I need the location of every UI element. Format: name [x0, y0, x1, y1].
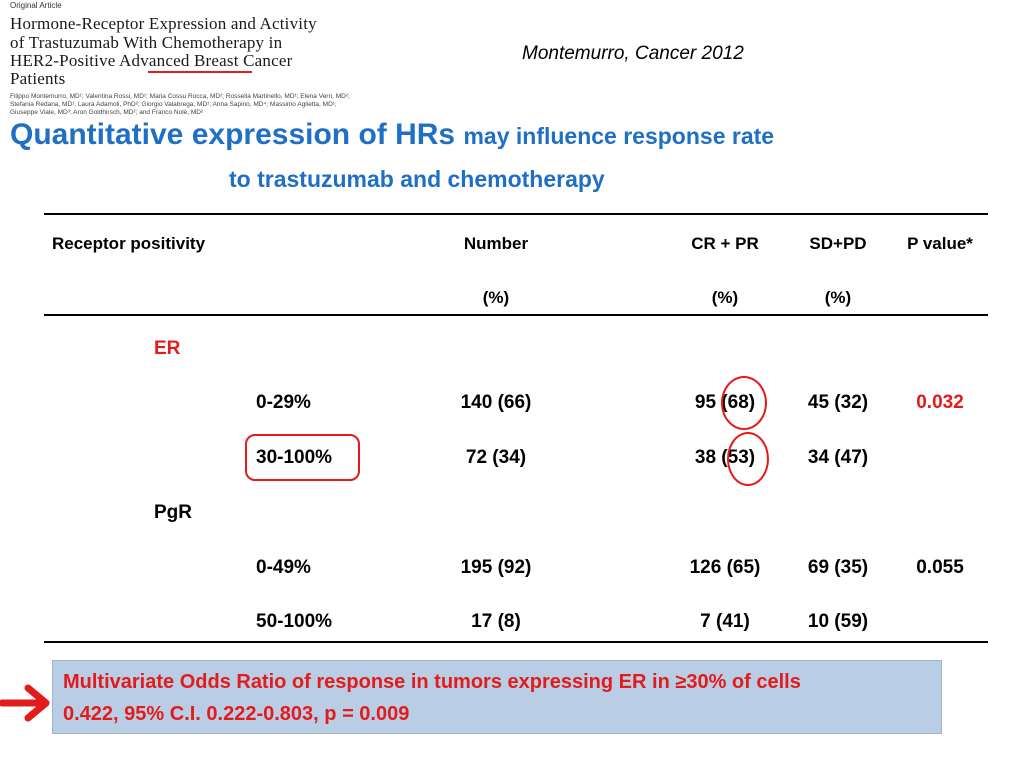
table-row-range: 0-29% [256, 392, 311, 413]
arrow-right-icon [0, 684, 50, 722]
heading-second-line: to trastuzumab and chemotherapy [229, 166, 605, 192]
article-label: Original Article [10, 1, 62, 10]
slide-heading: Quantitative expression of HRs may influ… [10, 118, 774, 152]
header-sd-pd: SD+PD [809, 234, 867, 253]
highlight-circle-er-low [721, 376, 767, 430]
article-title-line: HER2-Positive Advanced Breast Cancer [10, 51, 293, 70]
author-line: Stefania Redana, MD¹; Laura Adamoli, PhD… [10, 101, 337, 108]
header-cr-pr: CR + PR [691, 234, 759, 253]
table-row-p-value: 0.055 [916, 557, 964, 578]
unit-cr-pr: (%) [711, 288, 739, 307]
table-bottom-rule [44, 641, 988, 643]
table-header-rule [44, 314, 988, 316]
table-row-range: 0-49% [256, 557, 311, 578]
article-title-line: of Trastuzumab With Chemotherapy in [10, 33, 283, 52]
table-top-rule [44, 213, 988, 215]
highlight-circle-er-high [727, 432, 769, 486]
advanced-underline [148, 71, 252, 73]
table-row-p-value: 0.032 [916, 392, 964, 413]
table-row-cr-pr: 126 (65) [689, 557, 761, 578]
highlight-box-er-high-range [245, 434, 360, 481]
article-title-line: Patients [10, 69, 66, 88]
table-row-number: 17 (8) [471, 611, 521, 632]
odds-ratio-note-box [52, 660, 942, 734]
note-line: 0.422, 95% C.I. 0.222-0.803, p = 0.009 [63, 703, 410, 725]
group-label-pgr: PgR [154, 502, 192, 523]
author-line: Filippo Montemurro, MD¹; Valentina Rossi… [10, 93, 350, 100]
unit-sd-pd: (%) [824, 288, 852, 307]
table-row-sd-pd: 69 (35) [807, 557, 869, 578]
table-row-range: 30-100% [256, 447, 333, 468]
table-row-number: 195 (92) [460, 557, 532, 578]
table-row-sd-pd: 10 (59) [807, 611, 869, 632]
header-receptor-positivity: Receptor positivity [52, 234, 206, 253]
table-row-number: 140 (66) [460, 392, 532, 413]
header-p-value: P value* [907, 234, 973, 253]
header-number: Number [463, 234, 529, 253]
note-line: Multivariate Odds Ratio of response in t… [63, 671, 801, 693]
article-title-line: Hormone-Receptor Expression and Activity [10, 14, 317, 33]
citation: Montemurro, Cancer 2012 [522, 43, 744, 64]
table-row-cr-pr: 7 (41) [700, 611, 750, 632]
heading-small-part: may influence response rate [463, 123, 775, 149]
author-line: Giuseppe Viale, MD³; Aron Goldhirsch, MD… [10, 109, 204, 116]
table-row-sd-pd: 34 (47) [807, 447, 869, 468]
table-row-range: 50-100% [256, 611, 333, 632]
table-row-sd-pd: 45 (32) [807, 392, 869, 413]
group-label-er: ER [154, 338, 181, 359]
unit-number: (%) [482, 288, 510, 307]
heading-large-part: Quantitative expression of HRs [10, 118, 456, 151]
table-row-number: 72 (34) [465, 447, 527, 468]
